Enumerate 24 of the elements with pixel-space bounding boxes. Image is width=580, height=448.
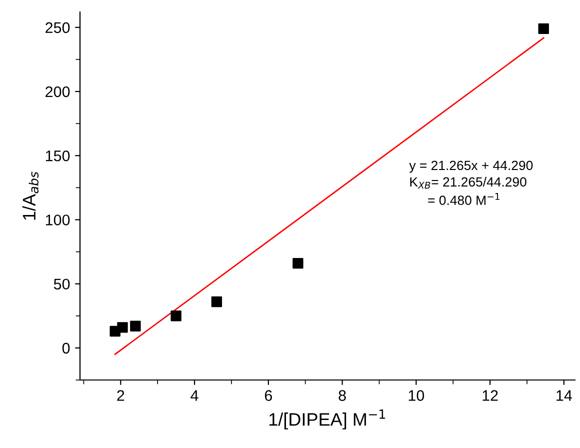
point: [130, 320, 141, 332]
x-tick-label: 8: [338, 390, 346, 401]
y-tick-label: 50: [54, 278, 70, 290]
x-tick-label: 12: [482, 390, 498, 401]
x-tick-label: 6: [264, 390, 272, 401]
annotation: y = 21.265x + 44.290: [409, 160, 533, 173]
point: [538, 23, 549, 34]
x-axis-title: 1/[DIPEA] M$^{−1}$: [269, 410, 386, 430]
point: [117, 322, 128, 333]
point: [292, 258, 304, 269]
y-tick-label: 150: [46, 150, 70, 162]
x-tick-label: 4: [190, 390, 198, 401]
x-tick-label: 14: [556, 390, 572, 401]
y-axis-title: 1/A$_{abs}$: [22, 172, 39, 220]
y-tick-label: 100: [46, 214, 70, 226]
y-tick-label: 0: [62, 342, 70, 354]
y-tick-label: 250: [46, 22, 70, 34]
annotation: = 0.480 M$^{−1}$: [428, 193, 500, 205]
x-tick-label: 10: [408, 390, 424, 401]
x-tick-label: 2: [117, 390, 124, 401]
point: [170, 310, 182, 322]
y-tick-label: 200: [46, 86, 70, 98]
annotation: K$_{XB}$= 21.265/44.290: [410, 176, 526, 189]
point: [211, 296, 222, 308]
